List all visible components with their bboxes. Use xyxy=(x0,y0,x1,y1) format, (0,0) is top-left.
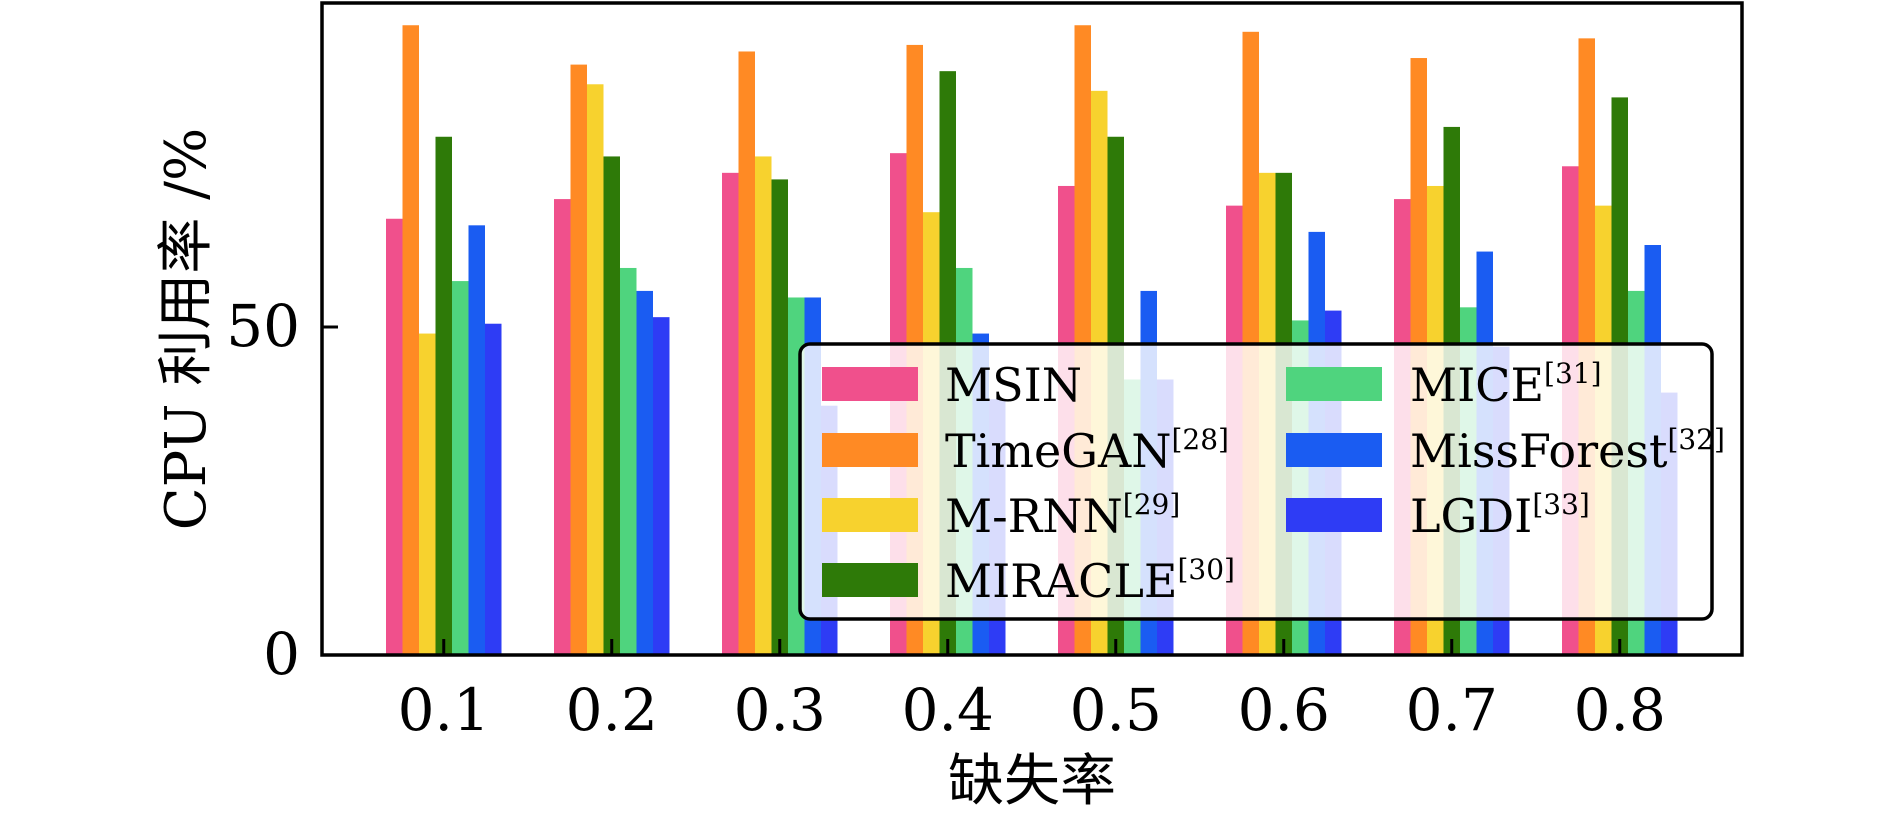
x-tick-label-0.3: 0.3 xyxy=(734,676,826,744)
legend-swatch-miracle xyxy=(822,563,918,597)
plot-frame xyxy=(320,1,1744,657)
legend-swatch-msin xyxy=(822,367,918,401)
bar-miracle-0.3 xyxy=(771,179,788,655)
legend-box xyxy=(798,342,1714,621)
bar-lgdi-0.2 xyxy=(653,317,670,655)
bar-timegan-0.3 xyxy=(738,51,755,656)
x-tick-label-0.5: 0.5 xyxy=(1070,676,1162,744)
legend: MSINTimeGAN[28]M-RNN[29]MIRACLE[30]MICE[… xyxy=(798,342,1725,621)
bar-m-rnn-0.1 xyxy=(419,333,436,655)
x-tick-label-0.7: 0.7 xyxy=(1406,676,1498,744)
legend-swatch-lgdi xyxy=(1286,498,1382,532)
legend-swatch-missforest xyxy=(1286,433,1382,467)
bar-mice-0.1 xyxy=(452,281,469,655)
bar-miracle-0.2 xyxy=(603,156,620,655)
bar-miracle-0.1 xyxy=(435,136,452,655)
ticks-group: 0.1 0.2 0.3 0.4 0.5 0.6 0.7 0.8 0 50 xyxy=(226,292,1666,744)
bar-lgdi-0.1 xyxy=(485,323,502,655)
y-axis-title: CPU 利用率 /% xyxy=(154,128,219,530)
x-tick-label-0.6: 0.6 xyxy=(1238,676,1330,744)
bar-timegan-0.2 xyxy=(570,64,587,656)
y-tick-label-0: 0 xyxy=(263,620,300,688)
legend-swatch-timegan xyxy=(822,433,918,467)
x-axis-title: 缺失率 xyxy=(948,749,1116,814)
bar-m-rnn-0.2 xyxy=(587,84,604,655)
bar-msin-0.3 xyxy=(722,172,739,655)
bar-timegan-0.1 xyxy=(402,25,419,656)
x-tick-label-0.1: 0.1 xyxy=(398,676,490,744)
bar-mice-0.2 xyxy=(620,267,637,655)
x-tick-label-0.4: 0.4 xyxy=(902,676,994,744)
bar-missforest-0.2 xyxy=(636,290,653,655)
legend-label-msin: MSIN xyxy=(945,358,1082,412)
legend-label-m-rnn: M-RNN[29] xyxy=(945,488,1180,543)
bar-msin-0.2 xyxy=(554,199,571,655)
x-tick-label-0.2: 0.2 xyxy=(566,676,658,744)
bar-missforest-0.1 xyxy=(468,225,485,655)
bar-m-rnn-0.3 xyxy=(755,156,772,655)
x-tick-label-0.8: 0.8 xyxy=(1574,676,1666,744)
legend-swatch-m-rnn xyxy=(822,498,918,532)
y-tick-label-50: 50 xyxy=(226,292,300,360)
bar-msin-0.1 xyxy=(386,218,403,655)
legend-swatch-mice xyxy=(1286,367,1382,401)
